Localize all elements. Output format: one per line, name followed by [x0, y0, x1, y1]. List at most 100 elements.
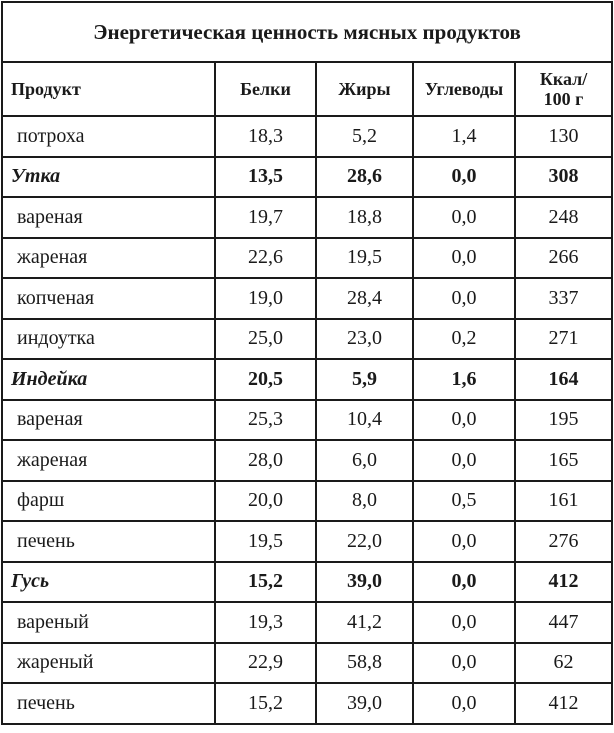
table-row: печень 15,2 39,0 0,0 412: [1, 682, 614, 725]
cell-carbs: 0,5: [412, 479, 516, 522]
cell-carbs: 0,0: [412, 155, 516, 198]
table-row-group: Гусь 15,2 39,0 0,0 412: [1, 560, 614, 603]
cell-protein: 28,0: [214, 439, 317, 482]
cell-carbs: 0,0: [412, 196, 516, 239]
cell-kcal: 195: [513, 398, 614, 441]
table-row: жареная 28,0 6,0 0,0 165: [1, 439, 614, 482]
cell-fat: 5,2: [315, 115, 414, 158]
cell-fat: 5,9: [315, 358, 414, 401]
cell-protein: 20,0: [214, 479, 317, 522]
table-title: Энергетическая ценность мясных продуктов: [0, 1, 614, 63]
cell-carbs: 0,0: [412, 520, 516, 563]
table-body: потроха 18,3 5,2 1,4 130 Утка 13,5 28,6 0,0 308 ва…: [1, 115, 614, 725]
table-row: жареный 22,9 58,8 0,0 62: [1, 641, 614, 684]
table-row: печень 19,5 22,0 0,0 276: [1, 520, 614, 563]
cell-product: копченая: [1, 277, 216, 320]
cell-fat: 39,0: [315, 560, 414, 603]
cell-kcal: 161: [513, 479, 614, 522]
cell-product: жареная: [1, 236, 216, 279]
cell-kcal: 308: [513, 155, 614, 198]
cell-protein: 13,5: [214, 155, 317, 198]
table-row: жареная 22,6 19,5 0,0 266: [1, 236, 614, 279]
header-product: Продукт: [1, 61, 216, 117]
cell-protein: 18,3: [214, 115, 317, 158]
table-row: вареная 25,3 10,4 0,0 195: [1, 398, 614, 441]
header-row: Продукт Белки Жиры Углеводы Ккал/ 100 г: [1, 61, 614, 117]
cell-carbs: 0,0: [412, 560, 516, 603]
cell-product: потроха: [1, 115, 216, 158]
cell-kcal: 412: [513, 682, 614, 725]
cell-product: Гусь: [1, 560, 216, 603]
cell-carbs: 0,2: [412, 317, 516, 360]
cell-product: печень: [1, 682, 216, 725]
cell-carbs: 1,6: [412, 358, 516, 401]
cell-kcal: 165: [513, 439, 614, 482]
cell-product: печень: [1, 520, 216, 563]
cell-kcal: 337: [513, 277, 614, 320]
cell-fat: 23,0: [315, 317, 414, 360]
table-row: потроха 18,3 5,2 1,4 130: [1, 115, 614, 158]
cell-product: Утка: [1, 155, 216, 198]
cell-kcal: 164: [513, 358, 614, 401]
cell-protein: 22,9: [214, 641, 317, 684]
cell-kcal: 266: [513, 236, 614, 279]
header-kcal-line2: 100 г: [543, 89, 584, 109]
cell-product: Индейка: [1, 358, 216, 401]
cell-protein: 19,7: [214, 196, 317, 239]
table-row-group: Индейка 20,5 5,9 1,6 164: [1, 358, 614, 401]
header-kcal-line1: Ккал/: [539, 69, 588, 89]
cell-kcal: 271: [513, 317, 614, 360]
cell-fat: 39,0: [315, 682, 414, 725]
cell-carbs: 0,0: [412, 236, 516, 279]
cell-protein: 22,6: [214, 236, 317, 279]
cell-kcal: 276: [513, 520, 614, 563]
cell-fat: 58,8: [315, 641, 414, 684]
cell-protein: 15,2: [214, 560, 317, 603]
cell-protein: 19,0: [214, 277, 317, 320]
cell-carbs: 1,4: [412, 115, 516, 158]
cell-fat: 41,2: [315, 601, 414, 644]
cell-protein: 19,3: [214, 601, 317, 644]
cell-product: фарш: [1, 479, 216, 522]
cell-carbs: 0,0: [412, 682, 516, 725]
cell-protein: 19,5: [214, 520, 317, 563]
cell-protein: 20,5: [214, 358, 317, 401]
cell-product: вареная: [1, 196, 216, 239]
header-fat: Жиры: [315, 61, 414, 117]
cell-carbs: 0,0: [412, 398, 516, 441]
cell-kcal: 62: [513, 641, 614, 684]
table-row-group: Утка 13,5 28,6 0,0 308: [1, 155, 614, 198]
table-row: фарш 20,0 8,0 0,5 161: [1, 479, 614, 522]
cell-product: вареный: [1, 601, 216, 644]
cell-carbs: 0,0: [412, 601, 516, 644]
cell-kcal: 248: [513, 196, 614, 239]
cell-fat: 10,4: [315, 398, 414, 441]
table-row: копченая 19,0 28,4 0,0 337: [1, 277, 614, 320]
cell-carbs: 0,0: [412, 641, 516, 684]
cell-kcal: 130: [513, 115, 614, 158]
cell-fat: 18,8: [315, 196, 414, 239]
cell-kcal: 412: [513, 560, 614, 603]
title-row: Энергетическая ценность мясных продуктов: [0, 1, 614, 63]
table-row: вареная 19,7 18,8 0,0 248: [1, 196, 614, 239]
table-row: индоутка 25,0 23,0 0,2 271: [1, 317, 614, 360]
cell-protein: 25,0: [214, 317, 317, 360]
cell-product: индоутка: [1, 317, 216, 360]
cell-carbs: 0,0: [412, 439, 516, 482]
cell-fat: 28,4: [315, 277, 414, 320]
cell-product: жареный: [1, 641, 216, 684]
cell-protein: 25,3: [214, 398, 317, 441]
cell-product: жареная: [1, 439, 216, 482]
cell-fat: 8,0: [315, 479, 414, 522]
cell-protein: 15,2: [214, 682, 317, 725]
cell-fat: 22,0: [315, 520, 414, 563]
table-row: вареный 19,3 41,2 0,0 447: [1, 601, 614, 644]
cell-kcal: 447: [513, 601, 614, 644]
header-protein: Белки: [214, 61, 317, 117]
cell-carbs: 0,0: [412, 277, 516, 320]
cell-fat: 28,6: [315, 155, 414, 198]
cell-product: вареная: [1, 398, 216, 441]
cell-fat: 19,5: [315, 236, 414, 279]
cell-fat: 6,0: [315, 439, 414, 482]
